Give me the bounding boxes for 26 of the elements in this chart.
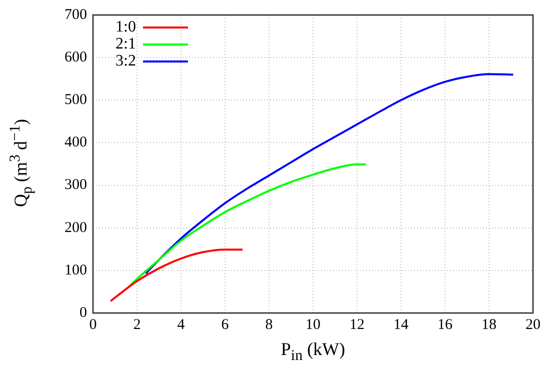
- line-series: [144, 73, 514, 274]
- x-axis-title: P$_{in}$ (kW): [280, 339, 346, 365]
- x-tick-label: 8: [265, 316, 273, 333]
- y-tick-label: 100: [64, 262, 87, 278]
- x-tick-label: 10: [306, 316, 320, 333]
- line-series: [110, 248, 244, 302]
- x-tick-label: 14: [394, 316, 409, 333]
- line-series: [127, 163, 367, 288]
- y-tick-label: 0: [80, 304, 87, 321]
- y-tick-label: 300: [64, 177, 87, 194]
- x-tick-label: 4: [177, 316, 186, 333]
- x-tick-label: 0: [89, 316, 97, 333]
- x-tick-label: 18: [482, 316, 496, 333]
- y-tick-label: 200: [64, 220, 87, 236]
- y-tick-label: 400: [64, 134, 87, 151]
- y-tick-label: 600: [64, 50, 87, 66]
- x-tick-label: 12: [350, 316, 364, 333]
- legend-label: 1:0: [116, 18, 136, 36]
- y-tick-label: 700: [64, 6, 87, 23]
- x-tick-label: 16: [438, 316, 453, 333]
- legend-label: 3:2: [116, 52, 136, 70]
- x-tick-label: 2: [133, 316, 141, 333]
- x-tick-label: 6: [221, 316, 230, 333]
- y-tick-label: 500: [64, 92, 87, 108]
- legend-label: 2:1: [116, 36, 136, 53]
- x-tick-label: 20: [526, 316, 540, 333]
